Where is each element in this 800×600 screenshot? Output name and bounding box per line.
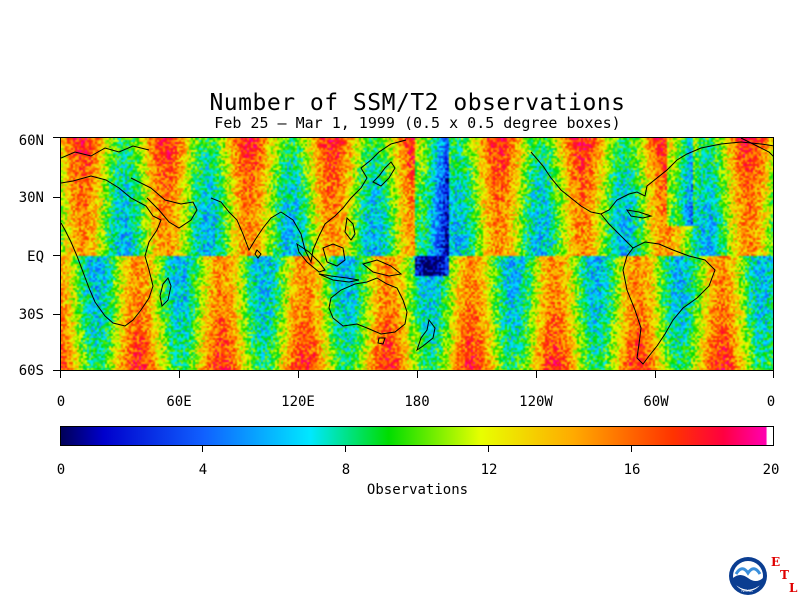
lat-tick xyxy=(53,314,60,315)
colorbar-label-20: 20 xyxy=(762,462,780,478)
observation-heatmap xyxy=(61,138,773,370)
map-panel xyxy=(60,137,774,371)
coastline-srilanka xyxy=(254,249,262,259)
colorbar-tick xyxy=(488,446,489,452)
lat-tick xyxy=(53,137,60,138)
coastline-central-america xyxy=(600,213,634,249)
coastline-tasmania xyxy=(377,337,386,345)
lon-tick xyxy=(298,371,299,378)
lon-label-0: 0 xyxy=(56,394,66,410)
colorbar-label-0: 0 xyxy=(56,462,66,478)
coastline-borneo xyxy=(322,243,346,267)
lon-tick xyxy=(655,371,656,378)
coastline-new-zealand xyxy=(416,318,436,352)
colorbar-label-12: 12 xyxy=(480,462,498,478)
map-title: Number of SSM/T2 observations xyxy=(209,90,626,116)
coastline-africa xyxy=(61,175,162,327)
lon-label-180: 180 xyxy=(404,394,430,410)
colorbar-tick xyxy=(345,446,346,452)
coastline-japan xyxy=(372,161,396,187)
etl-letter-l: L xyxy=(789,581,798,595)
colorbar-tick xyxy=(202,446,203,452)
lat-tick xyxy=(53,197,60,198)
colorbar-tick xyxy=(631,446,632,452)
lat-label-eq: EQ xyxy=(27,249,44,265)
noaa-logo-text: NOAA xyxy=(741,588,753,593)
coastline-philippines xyxy=(344,216,356,241)
lat-tick xyxy=(53,255,60,256)
colorbar-label-16: 16 xyxy=(623,462,641,478)
lat-label-60n: 60N xyxy=(18,133,44,149)
coastline-madagascar xyxy=(159,277,172,308)
lon-tick xyxy=(417,371,418,378)
coastline-asia-east xyxy=(280,139,407,264)
lat-label-30s: 30S xyxy=(18,307,44,323)
colorbar-label-8: 8 xyxy=(341,462,351,478)
lat-tick xyxy=(53,370,60,371)
coastline-europe xyxy=(61,145,150,159)
lon-label-60e: 60E xyxy=(166,394,192,410)
lon-tick xyxy=(179,371,180,378)
lon-label-60w: 60W xyxy=(643,394,669,410)
lon-label-120e: 120E xyxy=(281,394,315,410)
coastline-new-guinea xyxy=(361,259,403,277)
colorbar-label-4: 4 xyxy=(198,462,208,478)
lon-tick xyxy=(536,371,537,378)
noaa-logo xyxy=(729,557,767,595)
coastline-java xyxy=(318,273,360,283)
lon-tick xyxy=(773,371,774,378)
colorbar-title: Observations xyxy=(366,482,469,498)
lon-tick xyxy=(60,371,61,378)
coastline-india xyxy=(210,197,282,252)
map-subtitle: Feb 25 – Mar 1, 1999 (0.5 x 0.5 degree b… xyxy=(214,114,621,132)
colorbar xyxy=(60,426,774,446)
coastlines xyxy=(61,138,773,365)
etl-letter-t: T xyxy=(780,568,789,582)
lon-label-0-east: 0 xyxy=(766,394,776,410)
coastline-arabia xyxy=(130,177,198,229)
coastline-caribbean xyxy=(625,209,653,219)
coastline-north-america xyxy=(530,141,773,215)
coastline-sumatra xyxy=(296,242,326,273)
lat-label-30n: 30N xyxy=(18,190,44,206)
coastline-australia xyxy=(328,277,408,335)
lon-label-120w: 120W xyxy=(519,394,553,410)
coastline-greenland xyxy=(740,138,773,157)
etl-letter-e: E xyxy=(771,555,781,569)
lat-label-60s: 60S xyxy=(18,363,44,379)
coastline-south-america xyxy=(622,241,716,365)
